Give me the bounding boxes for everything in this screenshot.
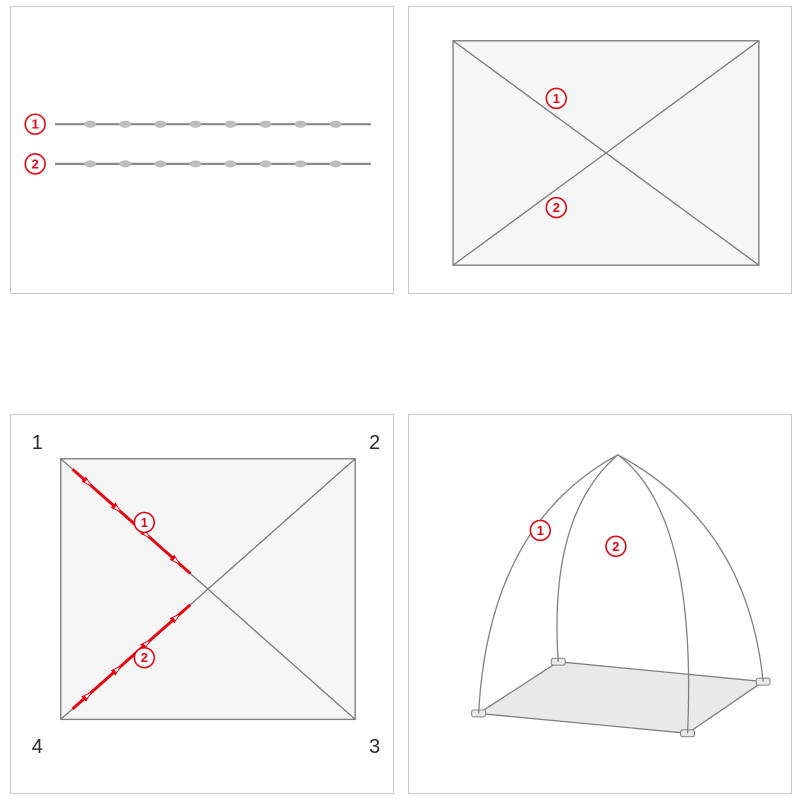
pole-2-joint	[189, 160, 201, 167]
panel-p4: 12	[408, 414, 792, 794]
tent-floor	[479, 662, 763, 734]
pole-1-joint	[260, 121, 272, 128]
pole-2-joint	[154, 160, 166, 167]
panel-p3-svg: 1 2 3 4 1 2	[11, 415, 393, 793]
pole-2-joint	[225, 160, 237, 167]
pole-2-joint	[119, 160, 131, 167]
pole-1-joint	[154, 121, 166, 128]
pole-2-joint	[330, 160, 342, 167]
panel-p4-svg: 12	[409, 415, 791, 793]
page: 121212341212	[0, 0, 800, 800]
marker-2-label: 2	[553, 200, 560, 215]
panel-p2: 12	[408, 6, 792, 294]
corner-label-1: 1	[32, 432, 43, 454]
marker-1-label: 1	[141, 515, 148, 530]
pole-2-joint	[295, 160, 307, 167]
panel-p1-svg: 12	[11, 7, 393, 293]
panel-p3: 1 2 3 4 1 2	[10, 414, 394, 794]
panel-p2-svg: 12	[409, 7, 791, 293]
marker-pole-2-label: 2	[32, 156, 39, 171]
corner-label-4: 4	[32, 736, 43, 758]
marker-2-label: 2	[612, 539, 619, 554]
pole-1-joint	[295, 121, 307, 128]
pole-1-joint	[119, 121, 131, 128]
panel-p1: 12	[10, 6, 394, 294]
pole-1-joint	[225, 121, 237, 128]
marker-1-label: 1	[537, 523, 544, 538]
marker-2-label: 2	[141, 650, 148, 665]
pole-1-joint	[330, 121, 342, 128]
corner-label-2: 2	[369, 432, 380, 454]
corner-label-3: 3	[369, 736, 380, 758]
pole-1-joint	[84, 121, 96, 128]
pole-1-joint	[189, 121, 201, 128]
pole-2-joint	[260, 160, 272, 167]
marker-pole-1-label: 1	[32, 117, 39, 132]
pole-2-joint	[84, 160, 96, 167]
marker-1-label: 1	[553, 91, 560, 106]
